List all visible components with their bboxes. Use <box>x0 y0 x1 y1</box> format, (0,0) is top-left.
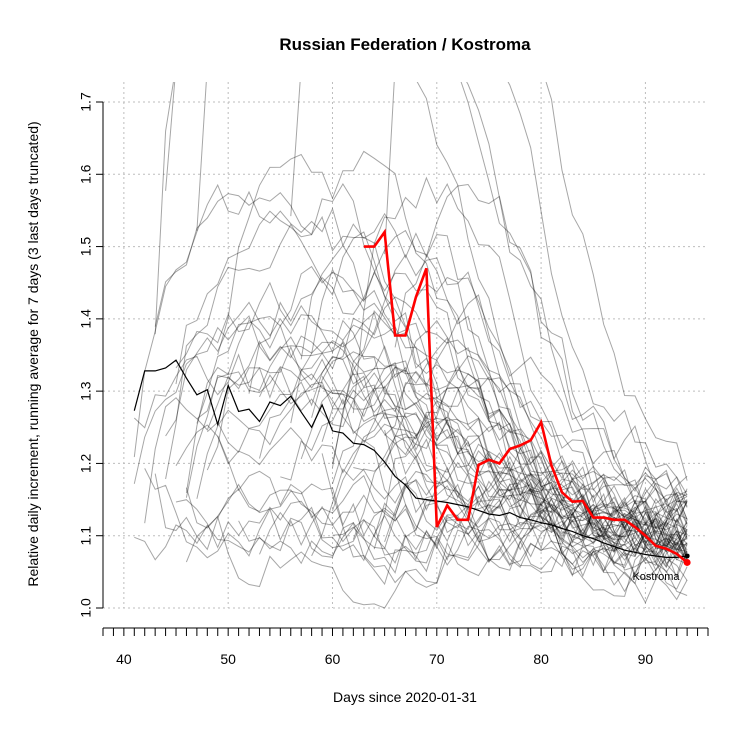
other-region-line <box>196 319 688 543</box>
x-tick-label: 50 <box>220 651 236 667</box>
other-region-line <box>384 82 688 481</box>
other-region-line <box>134 513 688 586</box>
country-series-line <box>133 359 688 559</box>
other-regions-lines <box>133 82 688 609</box>
x-tick-label: 80 <box>533 651 549 667</box>
region-end-point <box>683 558 691 566</box>
other-region-line <box>217 150 688 556</box>
other-region-line <box>384 355 688 565</box>
other-region-line <box>165 301 688 596</box>
x-tick-label: 70 <box>429 651 445 667</box>
other-region-line <box>185 345 688 544</box>
x-tick-label: 90 <box>638 651 654 667</box>
other-region-line <box>154 82 688 513</box>
x-axis-label: Days since 2020-01-31 <box>333 689 477 705</box>
other-region-line <box>259 499 688 569</box>
other-region-line <box>133 336 688 547</box>
other-region-line <box>165 223 688 547</box>
other-region-line <box>196 384 688 555</box>
other-region-line <box>185 476 688 563</box>
other-region-line <box>133 315 688 530</box>
other-region-line <box>248 271 688 554</box>
other-region-line <box>394 183 688 531</box>
region-series-line <box>363 228 688 564</box>
other-region-line <box>311 296 688 565</box>
other-region-line <box>363 294 688 547</box>
other-region-line <box>373 387 688 550</box>
y-axis-label: Relative daily increment, running averag… <box>25 121 41 586</box>
y-tick-label: 1.6 <box>78 164 94 184</box>
other-region-line <box>384 429 688 547</box>
other-region-line <box>332 470 688 601</box>
other-region-line <box>321 337 688 556</box>
other-region-line <box>373 468 688 567</box>
other-region-line <box>144 468 688 574</box>
y-tick-label: 1.2 <box>78 453 94 473</box>
grid <box>103 82 708 609</box>
other-region-line <box>290 229 688 520</box>
other-region-line <box>196 265 688 585</box>
other-region-line <box>206 311 688 574</box>
other-region-line <box>133 183 688 590</box>
y-tick-label: 1.5 <box>78 237 94 257</box>
other-region-line <box>321 339 688 539</box>
y-tick-label: 1.4 <box>78 309 94 329</box>
y-tick-label: 1.7 <box>78 92 94 112</box>
other-region-line <box>332 385 688 520</box>
other-region-line <box>311 420 688 557</box>
other-region-line <box>321 453 688 584</box>
other-region-line <box>238 505 688 580</box>
other-region-line <box>332 276 688 551</box>
other-region-line <box>352 176 688 562</box>
chart-title: Russian Federation / Kostroma <box>279 35 531 54</box>
other-region-line <box>290 82 688 507</box>
y-tick-label: 1.0 <box>78 598 94 618</box>
other-region-line <box>332 360 688 581</box>
other-region-line <box>217 435 688 544</box>
other-region-line <box>259 358 688 551</box>
other-region-line <box>144 355 688 566</box>
other-region-line <box>384 365 688 559</box>
other-region-line <box>300 384 688 521</box>
other-region-line <box>175 499 688 577</box>
other-region-line <box>196 82 688 524</box>
other-region-line <box>280 397 688 546</box>
other-region-line <box>165 82 688 525</box>
other-region-line <box>175 424 688 604</box>
highlight-label: Kostroma <box>632 571 680 583</box>
data-series <box>133 228 691 566</box>
other-region-line <box>300 212 688 504</box>
x-tick-label: 60 <box>325 651 341 667</box>
other-region-line <box>259 370 688 552</box>
axes: 1.0 1.1 1.2 1.3 1.4 1.5 1.6 1.7 40 50 60 70 80 90 <box>78 92 709 667</box>
other-region-line <box>154 183 688 565</box>
country-end-point <box>684 553 690 559</box>
other-region-line <box>206 393 688 564</box>
y-tick-label: 1.3 <box>78 381 94 401</box>
other-region-line <box>185 366 688 569</box>
y-tick-label: 1.1 <box>78 526 94 546</box>
other-region-line <box>154 473 688 609</box>
x-tick-label: 40 <box>116 651 132 667</box>
